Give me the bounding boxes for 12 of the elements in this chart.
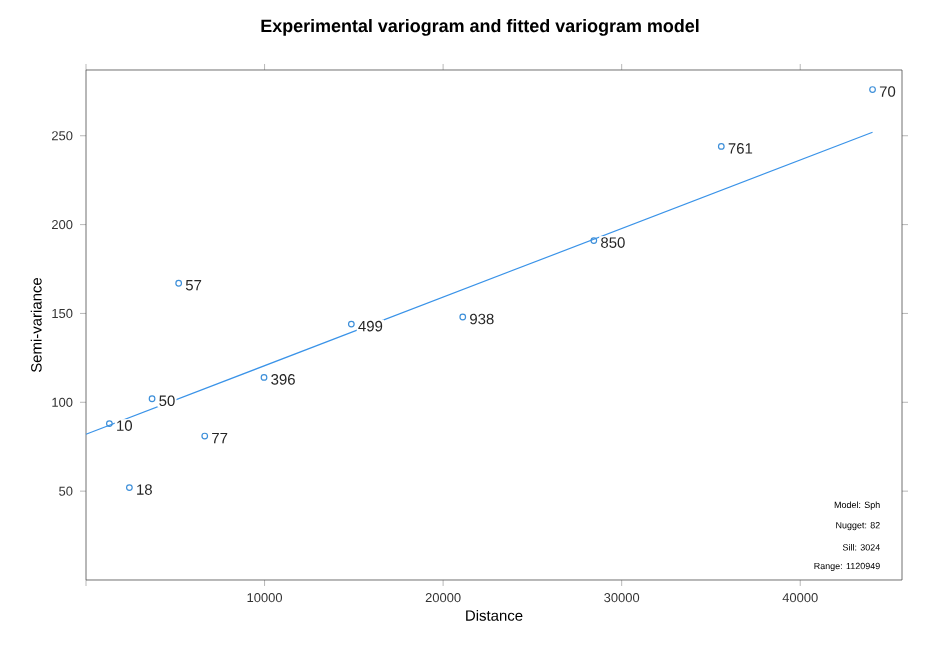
point	[148, 395, 156, 403]
point	[105, 420, 113, 428]
point	[459, 313, 467, 321]
point	[175, 279, 183, 287]
point	[869, 86, 876, 93]
chart-title: Experimental variogram and fitted variogram model	[261, 19, 699, 36]
point	[125, 484, 133, 491]
point	[260, 374, 268, 381]
point	[717, 143, 725, 150]
point	[590, 237, 598, 244]
point	[201, 432, 209, 440]
point	[347, 320, 355, 328]
